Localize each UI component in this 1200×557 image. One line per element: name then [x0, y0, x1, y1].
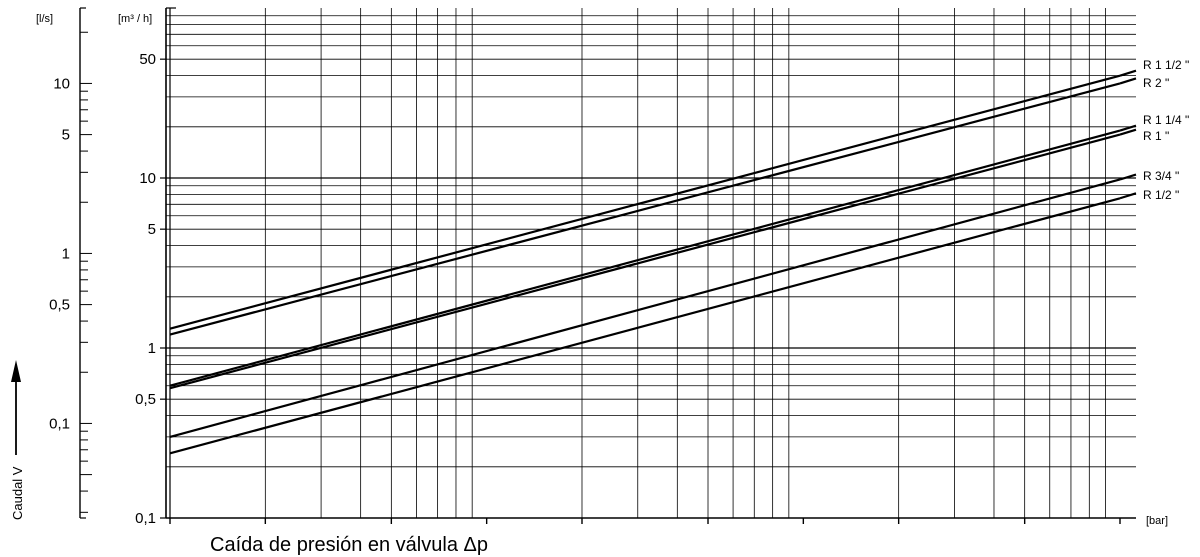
y-unit-label: [m³ / h]	[118, 13, 152, 25]
series-label: R 3/4 "	[1143, 169, 1179, 183]
x-axis-title: Caída de presión en válvula Δp	[210, 534, 488, 556]
series-line-end	[1119, 124, 1137, 132]
x-unit-label: [bar]	[1146, 515, 1168, 527]
series-label: R 2 "	[1143, 76, 1169, 90]
series-line-end	[1119, 128, 1137, 136]
y2-axis: 0,1 0,5 1 5 10	[49, 7, 92, 519]
series-line-end	[1119, 173, 1137, 181]
series-labels: R 1 1/2 " R 2 " R 1 1/4 " R 1 " R 3/4 " R 1/2…	[1143, 58, 1189, 202]
y-axis-ticks: 0,1 0,5 1 5 10 50	[135, 51, 166, 527]
series-line	[169, 74, 1121, 330]
series-label: R 1 1/2 "	[1143, 58, 1189, 72]
y2-tick-label: 5	[62, 127, 70, 144]
series-line	[169, 197, 1121, 455]
series-line-end	[1119, 192, 1137, 200]
y-axis-arrow	[11, 360, 21, 455]
plot-frame	[165, 7, 1136, 519]
series-label: R 1/2 "	[1143, 188, 1179, 202]
y2-tick-label: 1	[62, 245, 70, 262]
y-tick-label: 0,1	[135, 510, 156, 527]
y-tick-label: 1	[148, 340, 156, 357]
y2-tick-label: 0,5	[49, 297, 70, 314]
y-tick-label: 50	[139, 51, 156, 68]
y2-tick-label: 0,1	[49, 415, 70, 432]
series-line	[169, 133, 1121, 390]
grid	[166, 8, 1136, 518]
y2-unit-label: [l/s]	[36, 13, 53, 25]
series-line	[169, 129, 1121, 387]
x-axis-ticks	[169, 518, 1121, 524]
series-line	[169, 82, 1121, 336]
series-line	[169, 178, 1121, 438]
y-tick-label: 10	[139, 170, 156, 187]
y-tick-label: 0,5	[135, 391, 156, 408]
series-line-end	[1119, 69, 1137, 77]
y-tick-label: 5	[148, 221, 156, 238]
y-axis-title: Caudal V	[10, 466, 25, 520]
series-label: R 1 1/4 "	[1143, 113, 1189, 127]
y2-tick-label: 10	[53, 75, 70, 92]
series-line-end	[1119, 77, 1137, 85]
series-label: R 1 "	[1143, 129, 1169, 143]
series-lines	[169, 69, 1137, 455]
